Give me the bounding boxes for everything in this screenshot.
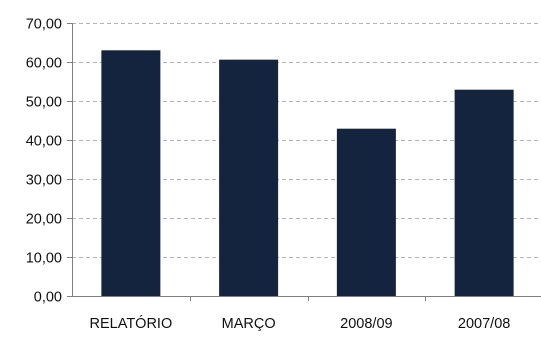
y-tick-label: 70,00 (26, 17, 62, 33)
bar (336, 128, 396, 296)
x-tick-labels: RELATÓRIO MARÇO 2008/09 2007/08 (90, 315, 511, 332)
x-tick-label: MARÇO (222, 316, 276, 332)
y-tick-label: 40,00 (26, 134, 62, 150)
x-tick-label: RELATÓRIO (90, 315, 173, 332)
y-tick-label: 50,00 (26, 95, 62, 111)
y-tick-label: 10,00 (26, 251, 62, 267)
y-tick-label: 60,00 (26, 56, 62, 72)
y-tick-labels: 0,00 10,00 20,00 30,00 40,00 50,00 60,00 70,00 (26, 17, 62, 306)
axes (67, 23, 541, 301)
x-tick-label: 2007/08 (458, 316, 510, 332)
y-tick-label: 20,00 (26, 212, 62, 228)
bar (219, 59, 279, 296)
bars (101, 50, 514, 296)
bar (101, 50, 161, 296)
x-tick-label: 2008/09 (340, 316, 392, 332)
bar (454, 89, 514, 296)
y-tick-label: 30,00 (26, 173, 62, 189)
y-tick-label: 0,00 (34, 290, 62, 306)
